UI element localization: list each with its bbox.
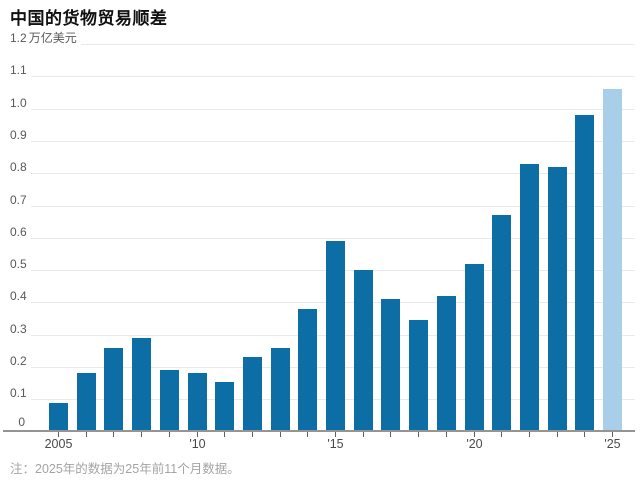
y-axis-zero-label: 0 — [18, 415, 25, 429]
y-axis-tick-label: 0.9 — [10, 127, 27, 142]
bar-2009 — [160, 370, 179, 430]
x-axis-tick — [252, 432, 253, 437]
gridline — [30, 237, 635, 239]
chart-title: 中国的货物贸易顺差 — [10, 9, 168, 28]
x-axis-tick — [307, 432, 308, 437]
bar-2025 — [603, 89, 622, 430]
x-axis-tick — [280, 432, 281, 437]
x-axis-tick-label: '10 — [189, 437, 206, 451]
x-axis-tick — [197, 432, 198, 437]
x-axis-tick-label: 2005 — [44, 437, 73, 451]
x-axis-tick — [113, 432, 114, 437]
bar-2011 — [215, 381, 234, 430]
x-axis-tick — [363, 432, 364, 437]
bar-2006 — [77, 373, 96, 430]
x-axis-tick — [446, 432, 447, 437]
x-axis-tick — [58, 432, 59, 437]
y-axis-tick-label: 0.6 — [10, 224, 27, 239]
gridline — [30, 205, 635, 207]
gridline-row: 0.4 — [10, 289, 635, 304]
x-axis-tick — [474, 432, 475, 437]
gridline — [30, 76, 635, 78]
x-axis-tick — [529, 432, 530, 437]
gridline — [30, 140, 635, 142]
bar-2015 — [326, 241, 345, 430]
bar-2016 — [354, 270, 373, 430]
gridline-row: 1.1 — [10, 63, 635, 78]
bar-2023 — [548, 166, 567, 430]
y-axis-tick-label: 0.3 — [10, 321, 27, 336]
gridline — [30, 173, 635, 175]
y-axis-tick-label: 1.2 — [10, 31, 27, 46]
x-axis-tick — [169, 432, 170, 437]
gridline — [30, 108, 635, 110]
bar-2021 — [492, 215, 511, 430]
bar-2022 — [520, 163, 539, 430]
bar-2007 — [104, 347, 123, 430]
bar-2018 — [409, 320, 428, 430]
x-axis-tick — [86, 432, 87, 437]
x-axis-tick — [557, 432, 558, 437]
y-axis-tick-label: 1.0 — [10, 95, 27, 110]
gridline-row: 0.8 — [10, 160, 635, 175]
bar-2019 — [437, 295, 456, 430]
x-axis-tick — [612, 432, 613, 437]
x-axis-tick-label: '15 — [327, 437, 344, 451]
y-axis-tick-label: 0.5 — [10, 257, 27, 272]
x-axis-tick-label: '25 — [604, 437, 621, 451]
gridline-row: 1.2 万亿美元 — [10, 31, 635, 46]
footnote: 注：2025年的数据为25年前11个月数据。 — [10, 462, 240, 476]
bar-2020 — [465, 263, 484, 430]
x-axis-tick-label: '20 — [466, 437, 483, 451]
y-axis-tick-label: 1.1 — [10, 63, 27, 78]
gridline-row: 1.0 — [10, 96, 635, 110]
bar-2008 — [132, 337, 151, 430]
x-axis-tick — [501, 432, 502, 437]
y-axis-tick-label: 0.1 — [10, 386, 27, 401]
gridline-row: 0.7 — [10, 193, 635, 207]
x-axis-tick — [335, 432, 336, 437]
x-axis-tick — [141, 432, 142, 437]
bar-2010 — [188, 373, 207, 430]
bar-2013 — [271, 347, 290, 430]
x-axis-tick — [390, 432, 391, 437]
x-axis-tick — [224, 432, 225, 437]
y-axis-tick-label: 0.4 — [10, 289, 27, 304]
y-axis-unit-label: 万亿美元 — [28, 31, 77, 46]
x-axis-tick — [418, 432, 419, 437]
y-axis-tick-label: 0.8 — [10, 160, 27, 175]
bar-2012 — [243, 357, 262, 430]
bar-2014 — [298, 308, 317, 430]
gridline — [80, 44, 635, 46]
gridline-row: 0.3 — [10, 322, 635, 336]
bar-2024 — [575, 115, 594, 430]
bar-2017 — [381, 299, 400, 430]
bar-2005 — [49, 402, 68, 430]
gridline-row: 0.9 — [10, 128, 635, 142]
y-axis-tick-label: 0.7 — [10, 192, 27, 207]
gridline-row: 0.5 — [10, 257, 635, 272]
x-axis-tick — [584, 432, 585, 437]
x-axis-line — [3, 430, 635, 432]
y-axis-tick-label: 0.2 — [10, 354, 27, 369]
gridline-row: 0.6 — [10, 225, 635, 239]
